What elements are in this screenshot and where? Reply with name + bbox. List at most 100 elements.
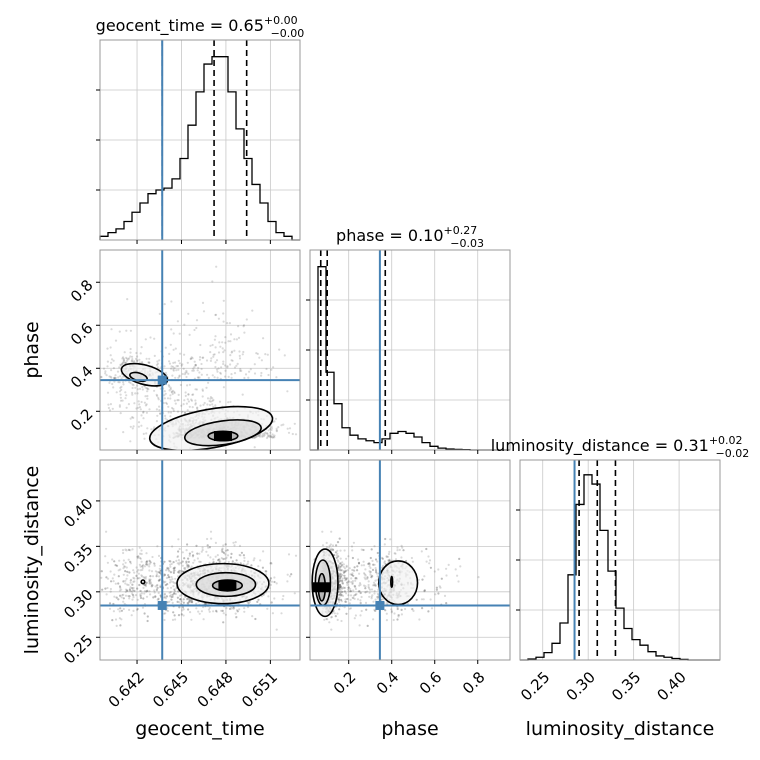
sample-point (184, 394, 187, 397)
sample-point (196, 406, 199, 409)
sample-point (114, 564, 117, 567)
sample-point (106, 365, 109, 368)
sample-point (345, 600, 348, 604)
sample-point (174, 618, 177, 621)
sample-point (145, 581, 148, 584)
sample-point (242, 325, 245, 328)
sample-point (141, 566, 144, 570)
sample-point (158, 571, 162, 575)
sample-point (128, 595, 131, 598)
x-tick-label: 0.648 (194, 668, 237, 711)
contour-line (148, 405, 274, 450)
sample-point (383, 561, 386, 564)
sample-point (179, 598, 182, 601)
sample-point (114, 582, 117, 585)
sample-point (271, 436, 274, 439)
sample-point (118, 617, 121, 620)
sample-point (189, 611, 192, 614)
sample-point (162, 574, 166, 577)
sample-point (166, 583, 169, 586)
sample-point (381, 557, 384, 560)
sample-point (163, 612, 166, 615)
sample-point (179, 598, 182, 601)
sample-point (119, 594, 122, 597)
sample-point (274, 417, 278, 420)
sample-point (288, 575, 292, 578)
sample-point (334, 615, 337, 618)
sample-point (405, 559, 408, 563)
sample-point (133, 402, 136, 405)
sample-point (191, 600, 194, 604)
sample-point (122, 593, 125, 596)
sample-point (269, 583, 272, 587)
sample-point (158, 312, 161, 315)
sample-point (185, 371, 188, 374)
sample-point (340, 586, 343, 590)
sample-point (117, 582, 120, 585)
sample-point (346, 597, 349, 601)
sample-point (222, 557, 225, 561)
sample-point (275, 628, 278, 631)
sample-point (401, 546, 404, 549)
sample-point (170, 391, 173, 394)
sample-point (131, 416, 134, 419)
title-text: luminosity_distance = 0.31 (491, 436, 709, 456)
sample-point (148, 559, 151, 563)
sample-point (159, 585, 162, 589)
sample-point (153, 562, 156, 565)
sample-point (115, 596, 118, 599)
sample-point (262, 435, 265, 438)
sample-point (265, 436, 269, 440)
sample-point (172, 332, 175, 335)
sample-point (142, 432, 145, 435)
sample-point (229, 333, 233, 336)
sample-point (338, 586, 342, 589)
sample-point (157, 597, 160, 601)
sample-point (173, 588, 176, 591)
sample-point (121, 357, 124, 360)
sample-point (149, 578, 152, 581)
sample-point (141, 575, 144, 578)
sample-point (224, 553, 227, 556)
sample-point (154, 570, 157, 573)
sample-point (128, 588, 131, 591)
sample-point (332, 549, 335, 552)
sample-point (356, 565, 359, 568)
sample-point (383, 560, 386, 563)
sample-point (209, 556, 212, 559)
sample-point (151, 584, 154, 587)
x-tick-label: 0.651 (238, 668, 281, 711)
sample-point (125, 359, 129, 362)
sample-point (428, 562, 431, 565)
sample-point (278, 348, 281, 351)
sample-point (153, 389, 156, 392)
sample-point (248, 370, 251, 373)
sample-point (142, 410, 145, 413)
sample-point (218, 400, 222, 403)
sample-point (182, 608, 185, 611)
sample-point (417, 578, 420, 581)
sample-point (145, 560, 149, 563)
sample-point (163, 573, 166, 576)
sample-point (167, 405, 170, 408)
sample-point (265, 367, 268, 371)
sample-point (371, 575, 374, 578)
sample-point (186, 597, 189, 600)
sample-point (374, 567, 377, 570)
sample-point (224, 341, 227, 344)
sample-point (125, 356, 128, 359)
sample-point (126, 574, 129, 577)
sample-point (348, 602, 351, 605)
sample-point (340, 593, 343, 596)
sample-point (121, 399, 124, 402)
sample-point (129, 586, 132, 589)
sample-point (339, 549, 342, 552)
sample-point (187, 557, 190, 560)
sample-point (139, 408, 142, 411)
sample-point (352, 596, 355, 600)
sample-point (286, 427, 289, 430)
sample-point (173, 391, 176, 395)
sample-point (390, 610, 393, 613)
sample-point (147, 361, 150, 364)
sample-point (235, 364, 238, 367)
